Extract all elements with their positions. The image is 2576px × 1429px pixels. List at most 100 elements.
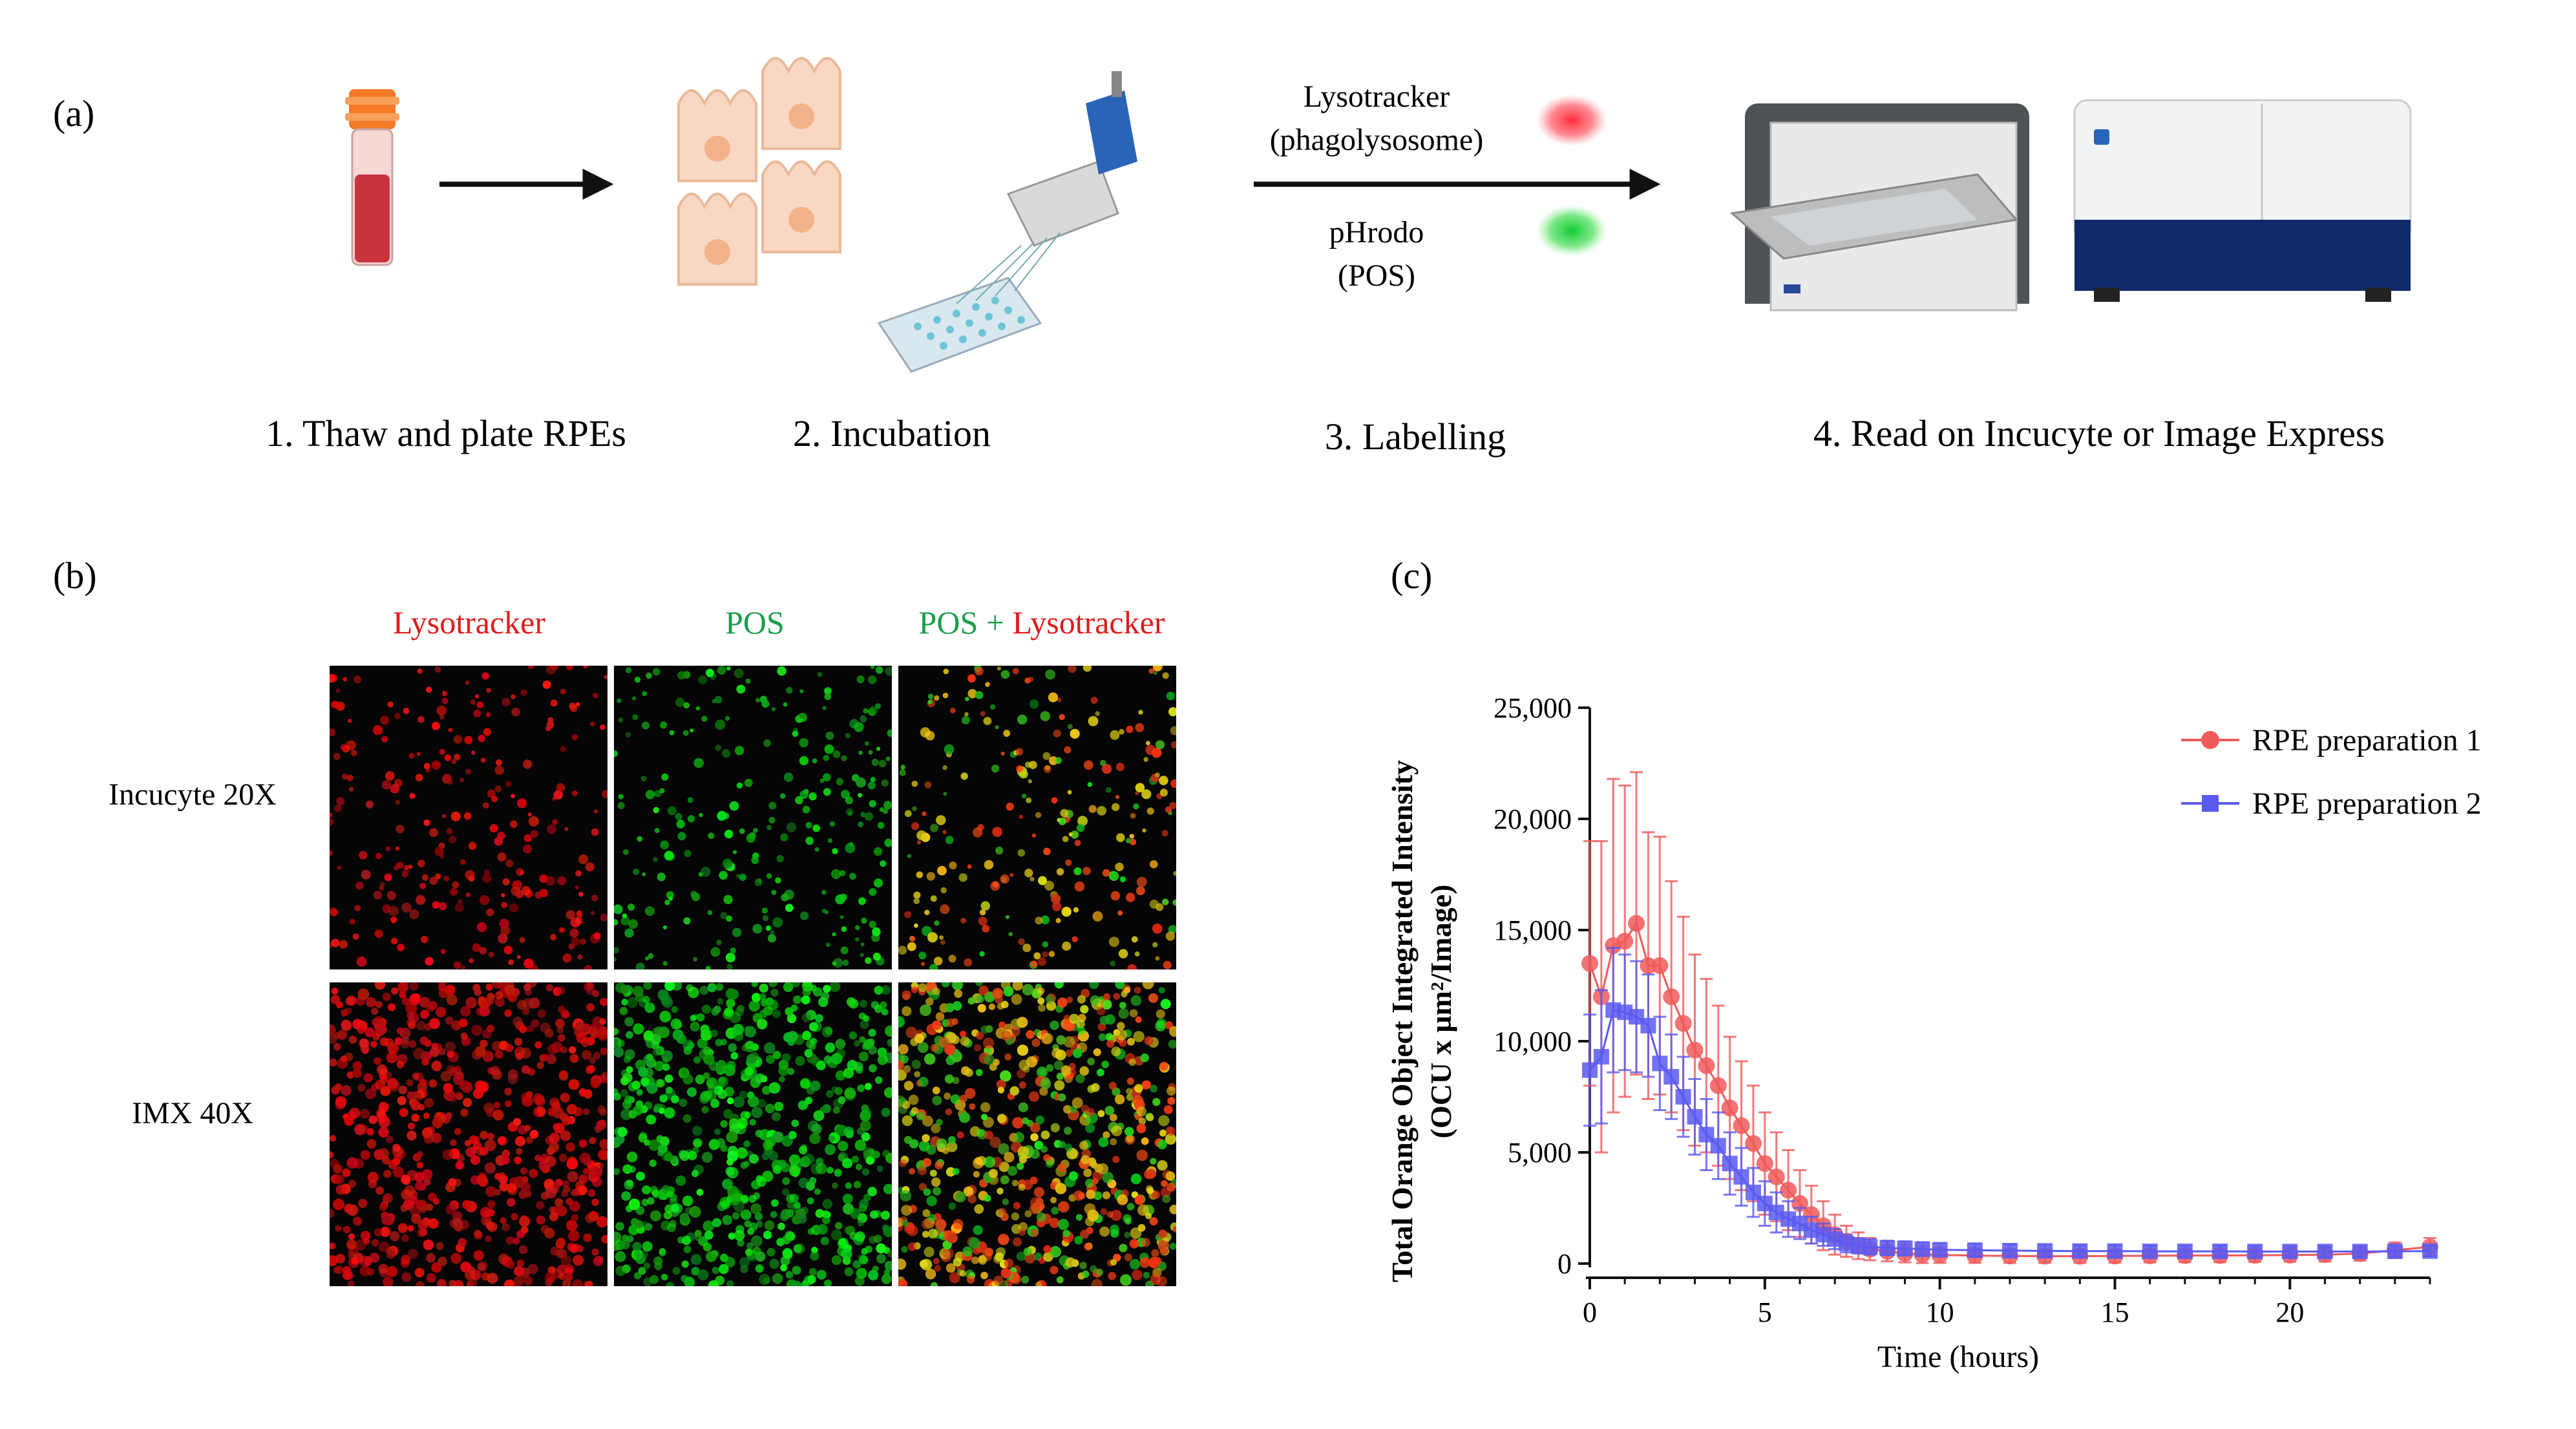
data-point bbox=[2142, 1244, 2158, 1260]
data-point bbox=[1710, 1138, 1726, 1154]
data-point bbox=[1663, 988, 1680, 1006]
data-point bbox=[1652, 1055, 1668, 1072]
legend: RPE preparation 1 RPE preparation 2 bbox=[2181, 723, 2482, 821]
series-1 bbox=[1581, 771, 2438, 1265]
data-point bbox=[1687, 1108, 1703, 1125]
imagexpress-instrument-icon bbox=[2073, 99, 2412, 302]
step-1-label: 1. Thaw and plate RPEs bbox=[266, 412, 626, 454]
data-point bbox=[2037, 1243, 2053, 1259]
data-point bbox=[1722, 1156, 1738, 1172]
data-point bbox=[1768, 1168, 1785, 1185]
y-axis-label-line1: Total Orange Object Integrated Intensity bbox=[1386, 760, 1419, 1282]
pos-label: (POS) bbox=[1338, 259, 1415, 293]
data-point bbox=[2387, 1244, 2403, 1260]
legend-marker bbox=[2201, 731, 2219, 749]
panel-c: (c) 0 5,000 10,000 15,000 20,000 25,000 0 5 10 15… bbox=[1386, 555, 2482, 1374]
panel-b: (b) Lysotracker POS POS + Lysotracker In… bbox=[53, 555, 1176, 1286]
micrograph-green-imx bbox=[614, 982, 892, 1286]
data-point bbox=[2002, 1243, 2018, 1259]
panel-a-label: (a) bbox=[53, 92, 94, 134]
legend-marker bbox=[2202, 795, 2219, 812]
data-point bbox=[1628, 915, 1645, 932]
merge-header-text: POS + bbox=[919, 604, 1013, 640]
data-point bbox=[1721, 1099, 1738, 1117]
data-point bbox=[1733, 1169, 1749, 1185]
x-tick-label: 20 bbox=[2275, 1297, 2304, 1328]
x-tick-label: 5 bbox=[1758, 1297, 1772, 1328]
data-point bbox=[1744, 1135, 1762, 1152]
phagolysosome-label: (phagolysosome) bbox=[1270, 123, 1484, 157]
legend-label: RPE preparation 1 bbox=[2252, 723, 2482, 757]
data-point bbox=[1686, 1041, 1704, 1059]
data-point bbox=[1616, 933, 1634, 950]
data-point bbox=[1756, 1155, 1773, 1172]
x-tick-label: 15 bbox=[2101, 1297, 2129, 1328]
data-point bbox=[1651, 957, 1669, 975]
merge-header-lysotracker-part: Lysotracker bbox=[1012, 604, 1165, 640]
data-point bbox=[2422, 1243, 2438, 1259]
y-tick-label: 25,000 bbox=[1494, 692, 1572, 724]
y-tick-label: 10,000 bbox=[1494, 1026, 1572, 1057]
x-tick-label: 0 bbox=[1583, 1297, 1597, 1328]
data-point bbox=[1581, 955, 1598, 972]
data-point bbox=[1674, 1015, 1692, 1032]
panel-a: (a) bbox=[53, 57, 2412, 458]
micrograph-grid bbox=[330, 666, 1176, 1286]
data-point bbox=[1675, 1089, 1691, 1105]
data-point bbox=[1582, 1062, 1598, 1078]
data-point bbox=[1780, 1181, 1797, 1199]
micrograph-merge-incucyte bbox=[898, 666, 1176, 969]
y-tick-label: 0 bbox=[1557, 1248, 1572, 1280]
data-point bbox=[1640, 957, 1657, 975]
data-point bbox=[1709, 1077, 1727, 1094]
data-point bbox=[1879, 1240, 1895, 1256]
data-point bbox=[1862, 1239, 1878, 1255]
series-2 bbox=[1582, 947, 2438, 1260]
data-point bbox=[2177, 1244, 2193, 1260]
step-2-label: 2. Incubation bbox=[793, 412, 991, 454]
data-point bbox=[1663, 1069, 1680, 1085]
column-header-merge: POS + Lysotracker bbox=[919, 604, 1165, 640]
micrograph-red-imx bbox=[330, 982, 607, 1286]
lysotracker-label: Lysotracker bbox=[1304, 79, 1450, 114]
panel-b-label: (b) bbox=[53, 555, 97, 597]
series-line bbox=[1589, 1009, 2431, 1253]
step-3-label: 3. Labelling bbox=[1325, 416, 1506, 458]
red-dye-dot bbox=[1536, 94, 1607, 146]
column-header-lysotracker: Lysotracker bbox=[393, 604, 545, 640]
x-tick-label: 10 bbox=[1926, 1297, 1954, 1328]
column-header-pos: POS bbox=[725, 604, 785, 640]
time-course-chart: 0 5,000 10,000 15,000 20,000 25,000 0 5 10 15 20 Ti… bbox=[1386, 692, 2482, 1374]
data-point bbox=[2072, 1243, 2088, 1259]
legend-label: RPE preparation 2 bbox=[2252, 787, 2482, 821]
data-point bbox=[2317, 1244, 2333, 1260]
data-point bbox=[1967, 1242, 1983, 1258]
data-point bbox=[1593, 1049, 1609, 1065]
incucyte-instrument-icon bbox=[1729, 103, 2029, 312]
data-point bbox=[1932, 1242, 1948, 1258]
row-label-incucyte: Incucyte 20X bbox=[109, 778, 277, 812]
data-point bbox=[2247, 1244, 2263, 1260]
data-point bbox=[1897, 1240, 1913, 1256]
panel-c-label: (c) bbox=[1391, 555, 1432, 597]
data-point bbox=[1733, 1117, 1750, 1134]
rpe-cells-icon bbox=[677, 57, 841, 286]
data-point bbox=[2212, 1244, 2228, 1260]
y-tick-label: 5,000 bbox=[1508, 1137, 1572, 1169]
step-4-label: 4. Read on Incucyte or Image Express bbox=[1813, 412, 2385, 454]
data-point bbox=[1640, 1017, 1656, 1033]
y-tick-label: 15,000 bbox=[1494, 915, 1572, 946]
data-point bbox=[2352, 1244, 2368, 1260]
data-point bbox=[1698, 1057, 1715, 1074]
data-point bbox=[2282, 1244, 2298, 1260]
phrodo-label: pHrodo bbox=[1329, 215, 1424, 249]
green-dye-dot bbox=[1536, 205, 1607, 257]
cryovial-icon bbox=[345, 89, 399, 266]
y-axis-label-line2: (OCU x µm²/Image) bbox=[1424, 885, 1457, 1139]
y-tick-label: 20,000 bbox=[1494, 803, 1572, 835]
micrograph-red-incucyte bbox=[330, 666, 607, 969]
data-point bbox=[1914, 1241, 1930, 1257]
micrograph-green-incucyte bbox=[614, 666, 892, 969]
micrograph-merge-imx bbox=[898, 982, 1176, 1286]
